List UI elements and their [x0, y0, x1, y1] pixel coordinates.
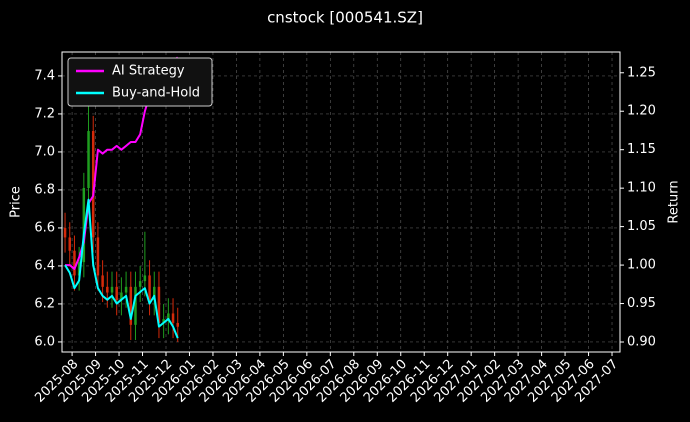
- y2-tick-label: 1.05: [627, 219, 656, 234]
- legend-label: AI Strategy: [112, 64, 185, 79]
- y-tick-label: 7.0: [34, 144, 55, 159]
- y-tick-label: 7.4: [34, 68, 55, 83]
- y-tick-label: 6.6: [34, 220, 55, 235]
- y-axis-label: Price: [9, 186, 24, 218]
- y-tick-label: 6.2: [34, 296, 55, 311]
- y2-tick-label: 1.00: [627, 258, 656, 273]
- y2-axis-label: Return: [667, 180, 682, 223]
- legend: AI Strategy Buy-and-Hold: [67, 57, 213, 107]
- y2-tick-label: 1.10: [627, 181, 656, 196]
- y-tick-label: 6.8: [34, 182, 55, 197]
- y-tick-label: 6.4: [34, 258, 55, 273]
- y2-tick-label: 1.25: [627, 65, 656, 80]
- plot-frame: [61, 51, 621, 353]
- y-tick-label: 6.0: [34, 334, 55, 349]
- y-tick-label: 7.2: [34, 106, 55, 121]
- return-line: [64, 198, 179, 339]
- y2-tick-label: 0.95: [627, 296, 656, 311]
- y2-tick-label: 1.15: [627, 142, 656, 157]
- y2-tick-label: 0.90: [627, 335, 656, 350]
- legend-label: Buy-and-Hold: [112, 86, 200, 101]
- chart-title: cnstock [000541.SZ]: [267, 9, 423, 27]
- y2-tick-label: 1.20: [627, 104, 656, 119]
